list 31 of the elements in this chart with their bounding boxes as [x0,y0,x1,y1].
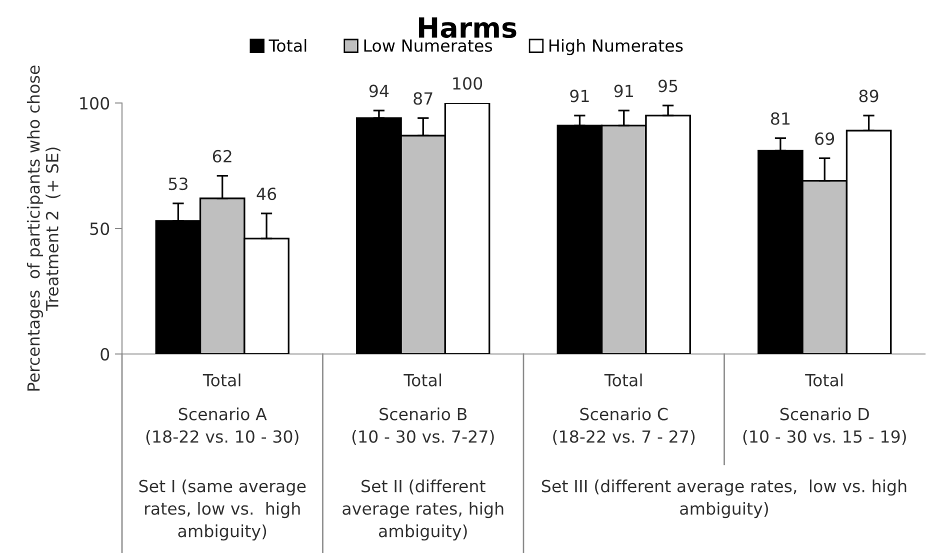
data-label: 81 [770,112,790,125]
data-label: 53 [168,178,188,190]
data-label: 95 [658,80,678,92]
data-label: 89 [859,90,878,102]
text: Set I (same average rates, low vs. high ambiguity) [139,480,306,541]
data-label: 69 [815,132,834,145]
x-tick-label: Total [202,374,240,386]
text: Scenario D (10 - 30 vs. 15 - 19) [743,407,906,445]
y-tick-label: 100 [80,96,110,110]
text: Set II (different average rates, high ambiguity) [342,480,504,541]
y-tick-label: 0 [100,348,110,361]
legend-label: High Numerates [550,39,683,56]
x-tick-label: Total [604,374,642,386]
data-label: 62 [212,150,232,163]
text: Scenario C (18-22 vs. 7 - 27) [553,407,695,445]
data-label: 91 [570,90,589,102]
x-tick-label: Total [805,374,843,386]
text: Scenario A (18-22 vs. 10 - 30) [146,407,298,445]
data-label: 91 [614,84,633,98]
legend-label: Total [268,39,306,52]
text: Scenario B (10 - 30 vs. 7-27) [352,407,494,445]
data-label: 100 [453,77,482,90]
chart-title: Harms [418,17,516,38]
legend-label: Low Numerates [364,40,492,52]
data-label: 46 [256,188,276,200]
text: Set III (different average rates, low vs. high ambiguity) [542,480,906,518]
y-tick-label: 50 [90,222,110,236]
data-label: 94 [369,84,389,98]
data-label: 87 [414,92,432,105]
x-tick-label: Total [404,374,442,386]
y-axis-title: Percentages of participants who chose Treatment 2 (+ SE) [26,66,60,391]
